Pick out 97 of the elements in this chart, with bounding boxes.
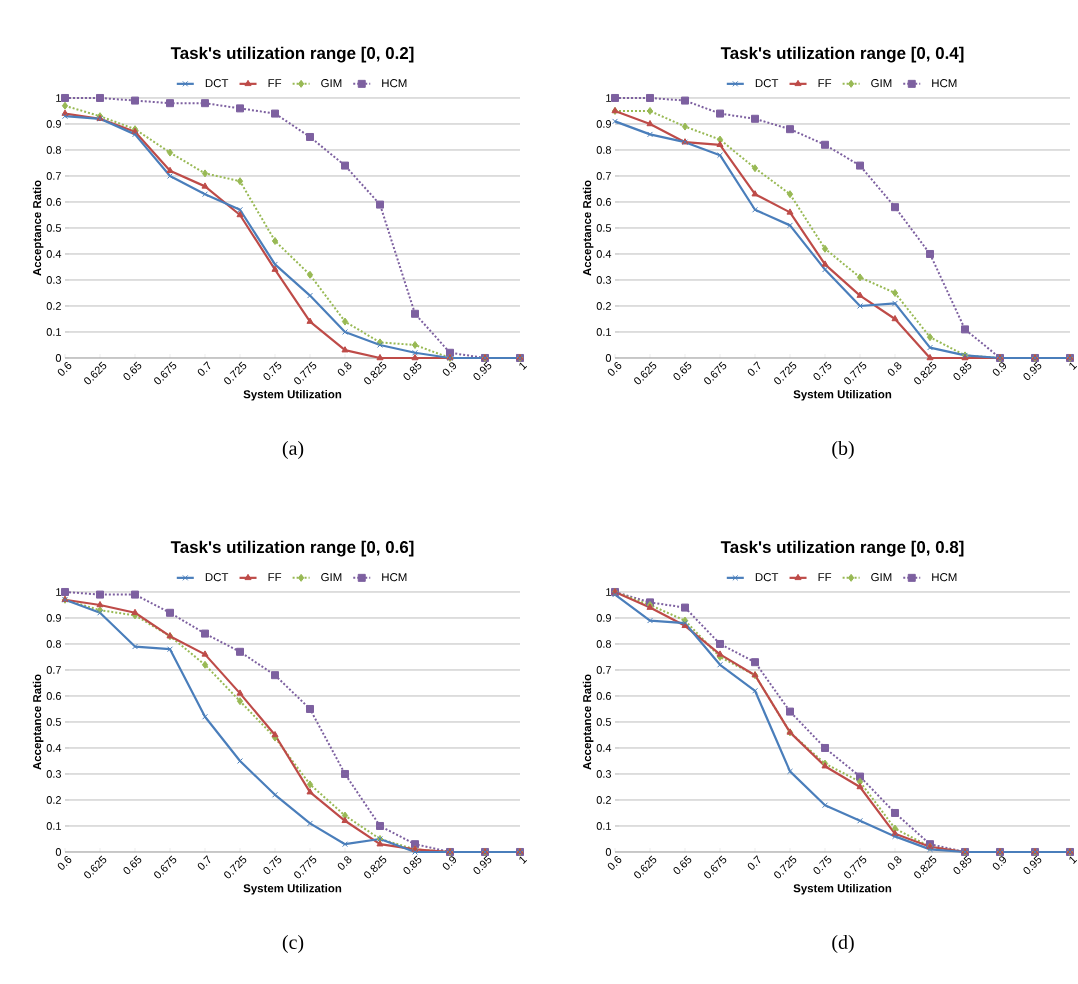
y-tick-label: 0.6 [46,692,61,700]
chart-title: Task's utilization range [0, 0.6] [170,540,414,557]
y-tick-label: 0.3 [46,276,61,284]
legend-label: GIM [871,79,892,88]
y-tick-label: 0.9 [46,120,61,128]
x-tick-label: 0.9 [992,362,1007,376]
y-tick-label: 0.3 [46,770,61,778]
y-tick-label: 0.8 [596,146,612,154]
y-tick-label: 0.2 [46,796,61,804]
legend-label: HCM [382,573,407,582]
y-tick-label: 0 [55,354,62,362]
text: (c) [282,934,304,954]
legend-label: HCM [932,573,957,582]
x-axis-title: System Utilization [243,883,342,895]
x-tick-label: 1 [1069,362,1078,370]
y-tick-label: 1 [606,588,611,596]
y-tick-label: 0.4 [596,250,612,258]
legend-label: DCT [205,573,229,582]
y-tick-label: 0.2 [596,302,611,310]
y-tick-label: 0 [605,354,612,362]
x-tick-label: 0.7 [197,855,211,870]
text: (b) [832,440,854,460]
chart-title: Task's utilization range [0, 0.2] [170,46,414,63]
legend-label: FF [268,79,282,88]
y-tick-label: 0.1 [46,822,61,830]
x-tick-label: 0.8 [887,362,902,376]
x-tick-label: 0.8 [337,362,352,376]
y-tick-label: 0.1 [46,328,61,336]
y-tick-label: 0.6 [46,198,61,206]
legend-label: FF [818,79,832,88]
y-axis-title: Acceptance Ratio [32,674,44,770]
y-tick-label: 0.5 [46,224,62,232]
x-axis-title: System Utilization [243,389,342,401]
y-tick-label: 0.9 [46,614,61,622]
x-tick-label: 0.95 [473,855,492,875]
y-tick-label: 1 [56,588,61,596]
y-axis-title: Acceptance Ratio [582,674,594,770]
x-axis-title: System Utilization [793,389,892,401]
y-tick-label: 0.6 [596,692,612,700]
legend-label: GIM [321,79,342,88]
y-tick-label: 0.2 [46,302,61,310]
y-tick-label: 0.8 [596,640,612,648]
y-tick-label: 0.8 [46,146,61,154]
legend-label: FF [268,573,282,582]
y-tick-label: 0.5 [596,718,612,726]
x-tick-label: 0.95 [1023,855,1042,875]
y-tick-label: 0.4 [46,250,62,258]
y-tick-label: 0.9 [596,614,611,622]
y-tick-label: 0.5 [46,718,62,726]
x-axis-title: System Utilization [793,883,892,895]
x-tick-label: 0.9 [442,856,457,870]
y-tick-label: 0.7 [596,172,611,180]
legend-label: DCT [755,79,779,88]
y-tick-label: 0.7 [46,172,61,180]
y-tick-label: 0.4 [596,744,612,752]
text: (a) [282,440,304,460]
y-tick-label: 0.2 [596,796,611,804]
x-tick-label: 0.95 [1023,361,1042,380]
y-tick-label: 0.8 [46,640,61,648]
y-tick-label: 0.4 [46,744,62,752]
x-tick-label: 0.7 [747,361,761,376]
x-tick-label: 0.85 [953,855,972,875]
y-tick-label: 0.1 [596,822,611,830]
y-tick-label: 1 [56,94,61,102]
y-tick-label: 0.3 [596,276,612,284]
y-tick-label: 0.5 [596,224,612,232]
x-tick-label: 1 [519,856,528,864]
chart-title: Task's utilization range [0, 0.8] [720,540,964,557]
y-tick-label: 1 [606,94,611,102]
y-axis-title: Acceptance Ratio [582,180,594,276]
x-tick-label: 0.9 [992,856,1007,870]
legend-label: DCT [205,79,229,88]
y-tick-label: 0.3 [596,770,612,778]
legend-label: GIM [871,573,892,582]
x-tick-label: 0.9 [442,362,457,376]
x-tick-label: 0.7 [197,361,211,376]
text: (d) [832,934,854,954]
y-tick-label: 0 [55,848,62,856]
x-tick-label: 1 [1069,856,1078,864]
chart-title: Task's utilization range [0, 0.4] [720,46,964,63]
x-tick-label: 0.95 [473,361,492,380]
y-tick-label: 0.7 [596,666,611,674]
x-tick-label: 0.7 [747,855,761,870]
y-tick-label: 0 [605,848,612,856]
y-tick-label: 0.1 [596,328,611,336]
legend-label: HCM [382,79,407,88]
x-tick-label: 0.8 [887,856,902,870]
legend-label: GIM [321,573,342,582]
y-tick-label: 0.9 [596,120,611,128]
y-tick-label: 0.6 [596,198,612,206]
legend-label: DCT [755,573,779,582]
x-tick-label: 0.8 [337,856,352,870]
y-tick-label: 0.7 [46,666,61,674]
legend-label: FF [818,573,832,582]
x-tick-label: 1 [519,362,528,370]
y-axis-title: Acceptance Ratio [32,180,44,276]
legend-label: HCM [932,79,957,88]
